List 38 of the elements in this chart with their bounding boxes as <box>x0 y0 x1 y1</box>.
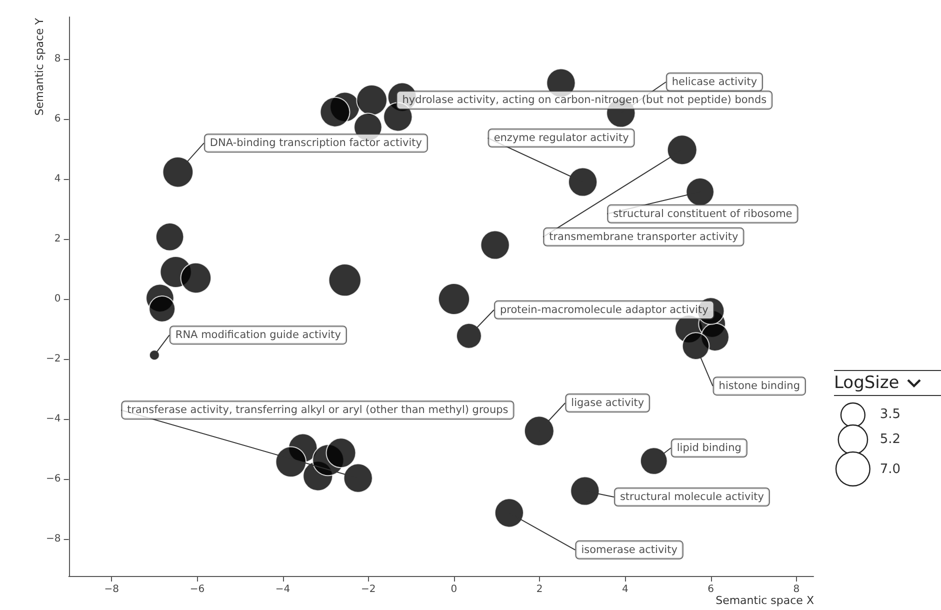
annotation: ligase activity <box>571 397 644 409</box>
x-tick-label: −6 <box>190 584 205 595</box>
annotation: DNA-binding transcription factor activity <box>210 137 422 150</box>
legend-title: LogSize <box>834 373 900 393</box>
x-tick-label: 0 <box>450 584 458 595</box>
x-tick-label: 8 <box>793 584 800 595</box>
y-tick-label: 6 <box>54 114 61 124</box>
annotation: isomerase activity <box>581 544 678 556</box>
y-tick-label: 4 <box>54 174 61 184</box>
annotation: enzyme regulator activity <box>494 132 629 144</box>
annotation: transmembrane transporter activity <box>549 230 738 243</box>
legend-label: 3.5 <box>880 407 901 422</box>
x-tick-label: −4 <box>275 584 290 595</box>
y-tick-label: −8 <box>46 534 61 544</box>
y-tick-label: −6 <box>46 474 61 484</box>
annotation: structural molecule activity <box>620 491 764 503</box>
x-tick-label: −8 <box>104 584 119 595</box>
y-tick-label: −2 <box>46 354 61 364</box>
x-tick-label: 4 <box>622 584 628 595</box>
annotation: helicase activity <box>672 76 758 88</box>
y-tick-label: −4 <box>46 414 61 424</box>
y-tick-label: 0 <box>54 294 61 304</box>
annotation: lipid binding <box>676 442 742 454</box>
y-axis-title: Semantic space Y <box>33 18 46 116</box>
annotation: transferase activity, transferring alkyl or aryl (other than methyl) groups <box>127 404 508 416</box>
annotation: protein-macromolecule adaptor activity <box>500 304 708 316</box>
annotation: structural constituent of ribosome <box>613 208 792 220</box>
x-tick-label: 2 <box>536 584 543 595</box>
y-tick-label: 2 <box>54 234 61 244</box>
annotation: histone binding <box>718 380 800 392</box>
y-tick-label: 8 <box>54 54 61 64</box>
legend-label: 7.0 <box>880 462 901 477</box>
annotation: RNA modification guide activity <box>175 329 341 342</box>
x-tick-label: −2 <box>361 584 376 595</box>
annotation: hydrolase activity, acting on carbon-nitrogen (but not peptide) bonds <box>402 94 767 106</box>
x-tick-label: 6 <box>708 584 714 595</box>
legend-label: 5.2 <box>880 432 901 448</box>
x-axis-title: Semantic space X <box>716 594 814 607</box>
